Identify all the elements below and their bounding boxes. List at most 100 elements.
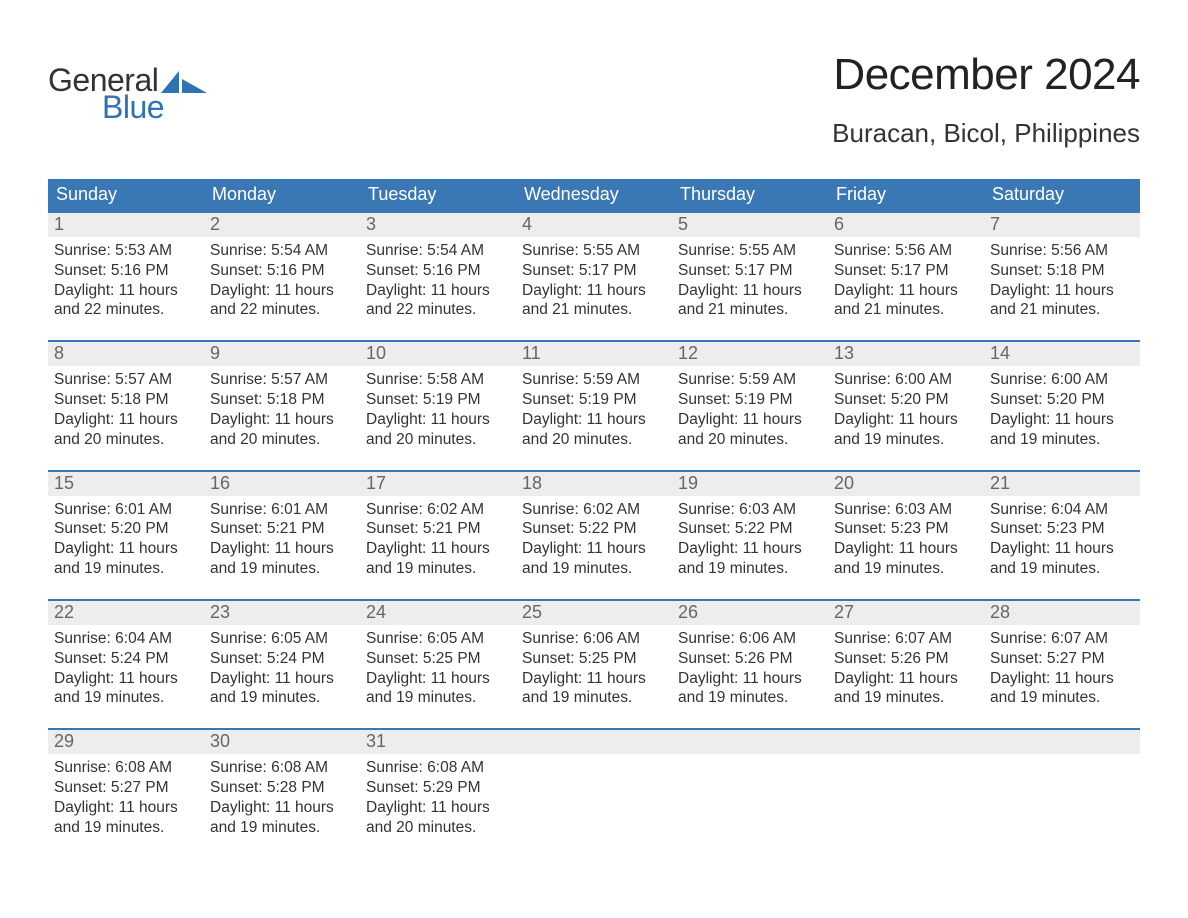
sunrise-line: Sunrise: 5:55 AM bbox=[678, 241, 822, 261]
daylight-line: Daylight: 11 hours and 19 minutes. bbox=[522, 539, 666, 579]
sunset-line: Sunset: 5:18 PM bbox=[210, 390, 354, 410]
day-cell: 6Sunrise: 5:56 AMSunset: 5:17 PMDaylight… bbox=[828, 213, 984, 324]
day-cell: 5Sunrise: 5:55 AMSunset: 5:17 PMDaylight… bbox=[672, 213, 828, 324]
day-detail: Sunrise: 6:01 AMSunset: 5:21 PMDaylight:… bbox=[204, 496, 360, 583]
sunset-line: Sunset: 5:16 PM bbox=[54, 261, 198, 281]
day-number: 5 bbox=[672, 213, 828, 237]
sunrise-line: Sunrise: 6:06 AM bbox=[522, 629, 666, 649]
day-header: Friday bbox=[828, 179, 984, 211]
sunrise-line: Sunrise: 5:54 AM bbox=[366, 241, 510, 261]
page-title: December 2024 bbox=[832, 50, 1140, 100]
daylight-line: Daylight: 11 hours and 19 minutes. bbox=[54, 669, 198, 709]
day-cell: 27Sunrise: 6:07 AMSunset: 5:26 PMDayligh… bbox=[828, 601, 984, 712]
sunrise-line: Sunrise: 6:07 AM bbox=[834, 629, 978, 649]
day-number: 18 bbox=[516, 472, 672, 496]
day-number: 23 bbox=[204, 601, 360, 625]
day-detail: Sunrise: 5:55 AMSunset: 5:17 PMDaylight:… bbox=[516, 237, 672, 324]
daylight-line: Daylight: 11 hours and 19 minutes. bbox=[366, 539, 510, 579]
day-number: 15 bbox=[48, 472, 204, 496]
day-number: 31 bbox=[360, 730, 516, 754]
sunset-line: Sunset: 5:20 PM bbox=[990, 390, 1134, 410]
sunrise-line: Sunrise: 5:54 AM bbox=[210, 241, 354, 261]
logo-text-blue: Blue bbox=[102, 89, 164, 126]
day-number: 21 bbox=[984, 472, 1140, 496]
day-cell: 2Sunrise: 5:54 AMSunset: 5:16 PMDaylight… bbox=[204, 213, 360, 324]
daylight-line: Daylight: 11 hours and 20 minutes. bbox=[54, 410, 198, 450]
day-cell: 24Sunrise: 6:05 AMSunset: 5:25 PMDayligh… bbox=[360, 601, 516, 712]
sunrise-line: Sunrise: 5:56 AM bbox=[834, 241, 978, 261]
sunset-line: Sunset: 5:23 PM bbox=[990, 519, 1134, 539]
day-detail: Sunrise: 5:54 AMSunset: 5:16 PMDaylight:… bbox=[360, 237, 516, 324]
calendar: SundayMondayTuesdayWednesdayThursdayFrid… bbox=[48, 179, 1140, 842]
day-detail: Sunrise: 6:04 AMSunset: 5:23 PMDaylight:… bbox=[984, 496, 1140, 583]
day-header: Saturday bbox=[984, 179, 1140, 211]
day-detail: Sunrise: 6:03 AMSunset: 5:23 PMDaylight:… bbox=[828, 496, 984, 583]
day-cell: 13Sunrise: 6:00 AMSunset: 5:20 PMDayligh… bbox=[828, 342, 984, 453]
day-detail: Sunrise: 6:08 AMSunset: 5:28 PMDaylight:… bbox=[204, 754, 360, 841]
sunrise-line: Sunrise: 6:02 AM bbox=[366, 500, 510, 520]
day-cell: 21Sunrise: 6:04 AMSunset: 5:23 PMDayligh… bbox=[984, 472, 1140, 583]
location-subtitle: Buracan, Bicol, Philippines bbox=[832, 118, 1140, 149]
sunset-line: Sunset: 5:24 PM bbox=[210, 649, 354, 669]
sunrise-line: Sunrise: 6:01 AM bbox=[54, 500, 198, 520]
sunrise-line: Sunrise: 6:08 AM bbox=[210, 758, 354, 778]
sunrise-line: Sunrise: 5:53 AM bbox=[54, 241, 198, 261]
sunset-line: Sunset: 5:21 PM bbox=[366, 519, 510, 539]
day-detail: Sunrise: 5:58 AMSunset: 5:19 PMDaylight:… bbox=[360, 366, 516, 453]
sunset-line: Sunset: 5:22 PM bbox=[522, 519, 666, 539]
day-detail: Sunrise: 6:01 AMSunset: 5:20 PMDaylight:… bbox=[48, 496, 204, 583]
sunrise-line: Sunrise: 6:03 AM bbox=[834, 500, 978, 520]
day-number bbox=[516, 730, 672, 754]
day-number bbox=[828, 730, 984, 754]
day-detail: Sunrise: 6:05 AMSunset: 5:24 PMDaylight:… bbox=[204, 625, 360, 712]
sunset-line: Sunset: 5:18 PM bbox=[990, 261, 1134, 281]
sunset-line: Sunset: 5:27 PM bbox=[54, 778, 198, 798]
sunrise-line: Sunrise: 6:06 AM bbox=[678, 629, 822, 649]
day-number: 7 bbox=[984, 213, 1140, 237]
sunrise-line: Sunrise: 6:04 AM bbox=[54, 629, 198, 649]
daylight-line: Daylight: 11 hours and 20 minutes. bbox=[678, 410, 822, 450]
day-cell: 23Sunrise: 6:05 AMSunset: 5:24 PMDayligh… bbox=[204, 601, 360, 712]
sunset-line: Sunset: 5:20 PM bbox=[834, 390, 978, 410]
day-detail: Sunrise: 6:08 AMSunset: 5:27 PMDaylight:… bbox=[48, 754, 204, 841]
day-cell: 10Sunrise: 5:58 AMSunset: 5:19 PMDayligh… bbox=[360, 342, 516, 453]
day-cell: 11Sunrise: 5:59 AMSunset: 5:19 PMDayligh… bbox=[516, 342, 672, 453]
sunrise-line: Sunrise: 5:57 AM bbox=[54, 370, 198, 390]
sunrise-line: Sunrise: 5:55 AM bbox=[522, 241, 666, 261]
day-number: 28 bbox=[984, 601, 1140, 625]
sunset-line: Sunset: 5:25 PM bbox=[366, 649, 510, 669]
day-detail: Sunrise: 6:00 AMSunset: 5:20 PMDaylight:… bbox=[984, 366, 1140, 453]
daylight-line: Daylight: 11 hours and 22 minutes. bbox=[366, 281, 510, 321]
sunrise-line: Sunrise: 6:00 AM bbox=[990, 370, 1134, 390]
sunset-line: Sunset: 5:27 PM bbox=[990, 649, 1134, 669]
sunrise-line: Sunrise: 5:59 AM bbox=[522, 370, 666, 390]
daylight-line: Daylight: 11 hours and 22 minutes. bbox=[210, 281, 354, 321]
sunrise-line: Sunrise: 6:04 AM bbox=[990, 500, 1134, 520]
sunrise-line: Sunrise: 6:01 AM bbox=[210, 500, 354, 520]
sunset-line: Sunset: 5:26 PM bbox=[834, 649, 978, 669]
day-header: Wednesday bbox=[516, 179, 672, 211]
day-cell: 8Sunrise: 5:57 AMSunset: 5:18 PMDaylight… bbox=[48, 342, 204, 453]
day-cell: 3Sunrise: 5:54 AMSunset: 5:16 PMDaylight… bbox=[360, 213, 516, 324]
sunset-line: Sunset: 5:19 PM bbox=[366, 390, 510, 410]
day-detail: Sunrise: 5:54 AMSunset: 5:16 PMDaylight:… bbox=[204, 237, 360, 324]
sunset-line: Sunset: 5:29 PM bbox=[366, 778, 510, 798]
day-detail: Sunrise: 6:08 AMSunset: 5:29 PMDaylight:… bbox=[360, 754, 516, 841]
day-cell: 29Sunrise: 6:08 AMSunset: 5:27 PMDayligh… bbox=[48, 730, 204, 841]
daylight-line: Daylight: 11 hours and 20 minutes. bbox=[366, 798, 510, 838]
sunrise-line: Sunrise: 5:57 AM bbox=[210, 370, 354, 390]
sunrise-line: Sunrise: 5:56 AM bbox=[990, 241, 1134, 261]
day-cell: 30Sunrise: 6:08 AMSunset: 5:28 PMDayligh… bbox=[204, 730, 360, 841]
day-number: 8 bbox=[48, 342, 204, 366]
logo: General Blue bbox=[48, 50, 207, 126]
sunrise-line: Sunrise: 6:00 AM bbox=[834, 370, 978, 390]
sunrise-line: Sunrise: 5:58 AM bbox=[366, 370, 510, 390]
day-number: 4 bbox=[516, 213, 672, 237]
daylight-line: Daylight: 11 hours and 20 minutes. bbox=[210, 410, 354, 450]
sunset-line: Sunset: 5:16 PM bbox=[210, 261, 354, 281]
daylight-line: Daylight: 11 hours and 19 minutes. bbox=[54, 539, 198, 579]
day-number: 10 bbox=[360, 342, 516, 366]
day-cell: 26Sunrise: 6:06 AMSunset: 5:26 PMDayligh… bbox=[672, 601, 828, 712]
sunset-line: Sunset: 5:19 PM bbox=[522, 390, 666, 410]
day-detail: Sunrise: 5:59 AMSunset: 5:19 PMDaylight:… bbox=[672, 366, 828, 453]
